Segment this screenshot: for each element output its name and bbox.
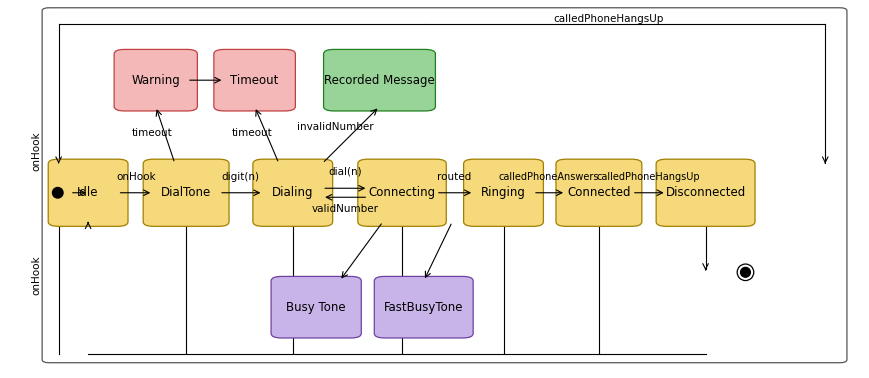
- FancyBboxPatch shape: [555, 159, 641, 226]
- Ellipse shape: [52, 187, 63, 198]
- FancyBboxPatch shape: [271, 276, 361, 338]
- Text: Recorded Message: Recorded Message: [324, 74, 434, 87]
- FancyBboxPatch shape: [655, 159, 754, 226]
- Text: calledPhoneHangsUp: calledPhoneHangsUp: [596, 172, 700, 182]
- Text: routed: routed: [436, 172, 471, 182]
- Text: Connecting: Connecting: [368, 186, 435, 199]
- Ellipse shape: [740, 267, 749, 277]
- Text: timeout: timeout: [231, 129, 272, 138]
- FancyBboxPatch shape: [114, 50, 197, 111]
- FancyBboxPatch shape: [253, 159, 332, 226]
- Text: Timeout: Timeout: [230, 74, 278, 87]
- Text: Busy Tone: Busy Tone: [286, 301, 346, 314]
- Text: Warning: Warning: [131, 74, 180, 87]
- FancyBboxPatch shape: [323, 50, 434, 111]
- Text: Ringing: Ringing: [481, 186, 526, 199]
- Text: FastBusyTone: FastBusyTone: [383, 301, 463, 314]
- FancyBboxPatch shape: [374, 276, 473, 338]
- FancyBboxPatch shape: [214, 50, 295, 111]
- Text: DialTone: DialTone: [161, 186, 211, 199]
- FancyBboxPatch shape: [48, 159, 128, 226]
- Text: onHook: onHook: [31, 256, 41, 295]
- FancyBboxPatch shape: [357, 159, 446, 226]
- Text: onHook: onHook: [31, 132, 41, 171]
- Text: validNumber: validNumber: [311, 203, 378, 214]
- Text: Dialing: Dialing: [272, 186, 313, 199]
- Text: calledPhoneHangsUp: calledPhoneHangsUp: [553, 14, 663, 24]
- Ellipse shape: [736, 264, 753, 280]
- Text: Disconnected: Disconnected: [665, 186, 745, 199]
- Text: invalidNumber: invalidNumber: [296, 122, 373, 132]
- Text: calledPhoneAnswers: calledPhoneAnswers: [498, 172, 598, 182]
- FancyBboxPatch shape: [463, 159, 543, 226]
- Text: Idle: Idle: [77, 186, 99, 199]
- FancyBboxPatch shape: [143, 159, 229, 226]
- Text: timeout: timeout: [132, 129, 172, 138]
- Text: onHook: onHook: [116, 172, 156, 182]
- Text: dial(n): dial(n): [328, 166, 362, 177]
- Text: Connected: Connected: [567, 186, 630, 199]
- Text: digit(n): digit(n): [222, 172, 260, 182]
